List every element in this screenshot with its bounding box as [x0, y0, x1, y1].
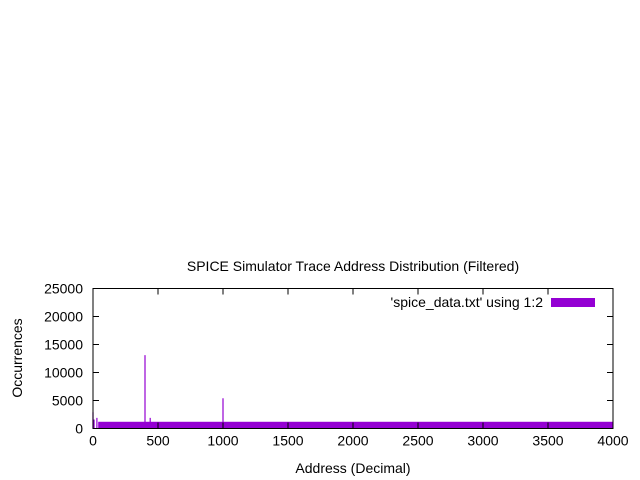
x-tick-label: 2500 — [402, 433, 433, 449]
bar-2 — [96, 417, 98, 429]
bar-5 — [222, 398, 224, 429]
bar-4 — [149, 417, 151, 429]
x-axis-label: Address (Decimal) — [295, 460, 410, 476]
y-axis-label: Occurrences — [9, 318, 25, 397]
x-tick-label: 4000 — [597, 433, 628, 449]
chart-title: SPICE Simulator Trace Address Distributi… — [187, 258, 519, 274]
x-tick-label: 2000 — [337, 433, 368, 449]
x-tick-label: 500 — [146, 433, 170, 449]
plot-area — [92, 355, 613, 429]
y-tick-label: 20000 — [44, 309, 83, 325]
x-tick-label: 3500 — [532, 433, 563, 449]
y-tick-label: 10000 — [44, 365, 83, 381]
legend-swatch — [551, 298, 595, 307]
x-tick-label: 3000 — [467, 433, 498, 449]
bar-1 — [93, 419, 95, 429]
x-axis: 0 500 1000 1500 2000 2500 3000 3500 4000 — [89, 288, 629, 449]
bar-band — [98, 421, 613, 429]
y-tick-label: 25000 — [44, 281, 83, 297]
x-tick-label: 0 — [89, 433, 97, 449]
bar-3 — [144, 355, 146, 429]
y-axis: 0 5000 10000 15000 20000 25000 — [44, 281, 613, 437]
y-tick-label: 5000 — [52, 393, 83, 409]
y-tick-label: 0 — [75, 421, 83, 437]
legend-label: 'spice_data.txt' using 1:2 — [391, 294, 544, 310]
x-tick-label: 1000 — [207, 433, 238, 449]
legend: 'spice_data.txt' using 1:2 — [391, 294, 595, 310]
y-tick-label: 15000 — [44, 337, 83, 353]
x-tick-label: 1500 — [272, 433, 303, 449]
